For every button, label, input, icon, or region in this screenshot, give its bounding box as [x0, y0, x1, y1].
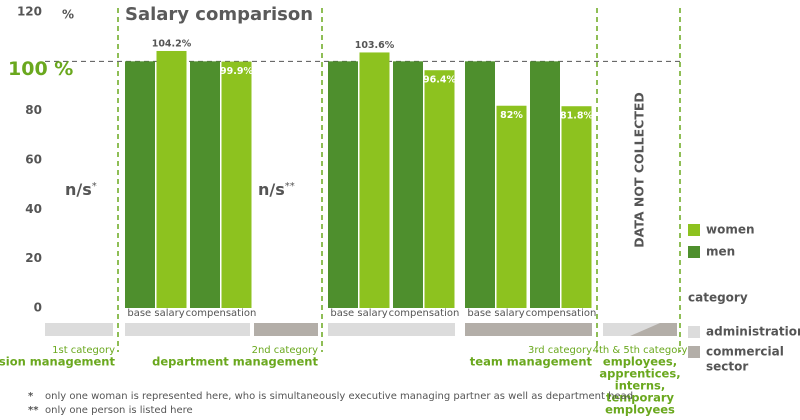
x-tick-label: base salary	[127, 308, 184, 319]
sector-bar	[328, 323, 455, 336]
legend-swatch	[688, 326, 700, 338]
legend-label: administration	[706, 325, 800, 339]
level-category: 1st category	[52, 345, 115, 356]
bar	[393, 61, 423, 309]
bar	[156, 50, 187, 309]
bar	[328, 61, 358, 309]
bar	[190, 61, 220, 309]
x-tick-label: base salary	[330, 308, 387, 319]
y-tick-label: 40	[25, 202, 42, 216]
not-collected: DATA NOT COLLECTED	[632, 92, 647, 248]
level-name: interns,	[615, 379, 666, 393]
bar	[496, 105, 527, 308]
legend-swatch	[688, 246, 700, 258]
x-tick-label: compensation	[526, 308, 597, 319]
footnote-mark: *	[28, 391, 34, 402]
x-tick-label: compensation	[389, 308, 460, 319]
value-label: 99.9%	[220, 66, 253, 77]
level-name: division management	[0, 355, 115, 369]
legend-label: women	[706, 223, 755, 237]
legend-swatch	[688, 224, 700, 236]
not-specified-mark: **	[285, 181, 295, 192]
footnote: only one woman is represented here, who …	[45, 391, 633, 402]
level-category: 4th & 5th category	[593, 345, 688, 356]
not-specified-text: n/s	[65, 180, 92, 199]
legend-swatch	[688, 346, 700, 358]
bar	[465, 61, 495, 309]
y-unit: %	[62, 8, 74, 22]
value-label: 96.4%	[423, 75, 456, 86]
y-tick-label: 0	[34, 301, 42, 315]
y-tick-label: 120	[17, 5, 42, 19]
footnote-mark: **	[28, 405, 39, 416]
footnote: only one person is listed here	[45, 405, 193, 416]
not-specified-text: n/s	[258, 180, 285, 199]
sector-bar	[465, 323, 592, 336]
value-label: 103.6%	[355, 40, 395, 51]
y-tick-label: 20	[25, 251, 42, 265]
y-tick-label: 100 %	[8, 58, 73, 80]
value-label: 81.8%	[560, 111, 593, 122]
bar	[221, 61, 252, 308]
value-label: 104.2%	[152, 38, 192, 49]
not-specified: n/s*	[65, 180, 97, 199]
legend-label: men	[706, 245, 735, 259]
level-name: temporary	[606, 391, 675, 405]
level-name: department management	[152, 355, 318, 369]
level-name: team management	[470, 355, 593, 369]
y-tick-label: 80	[25, 103, 42, 117]
legend-label: sector	[706, 360, 748, 374]
bar	[359, 52, 390, 308]
sector-bar	[45, 323, 113, 336]
bar	[424, 70, 455, 308]
level-category: 2nd category	[252, 345, 319, 356]
value-label: 82%	[500, 110, 523, 121]
legend-label: commercial	[706, 345, 784, 359]
level-name: employees	[605, 403, 675, 417]
sector-title: category	[688, 291, 748, 305]
x-tick-label: compensation	[186, 308, 257, 319]
x-tick-label: base salary	[467, 308, 524, 319]
bar	[530, 61, 560, 309]
sector-bar	[125, 323, 250, 336]
y-tick-label: 60	[25, 153, 42, 167]
not-specified: n/s**	[258, 180, 295, 199]
sector-bar	[630, 323, 677, 336]
level-name: employees,	[603, 355, 677, 369]
not-specified-mark: *	[92, 181, 97, 192]
sector-bar	[254, 323, 318, 336]
level-name: apprentices,	[599, 367, 680, 381]
chart-title: Salary comparison	[125, 4, 313, 25]
bar	[561, 106, 592, 308]
level-category: 3rd category	[528, 345, 592, 356]
bar	[125, 61, 155, 309]
